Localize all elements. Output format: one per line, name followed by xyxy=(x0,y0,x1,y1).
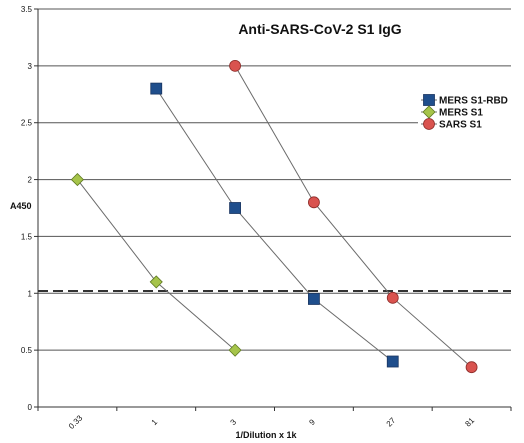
legend-marker xyxy=(423,118,435,130)
x-tick-label: 3 xyxy=(229,417,239,427)
legend-label: MERS S1-RBD xyxy=(439,96,508,107)
legend-marker xyxy=(423,94,435,106)
series-line xyxy=(77,179,236,351)
x-tick-label: 27 xyxy=(385,416,398,429)
x-tick-label: 9 xyxy=(307,417,317,427)
data-point xyxy=(465,361,478,374)
y-tick-label: 1 xyxy=(28,289,33,298)
data-point xyxy=(308,293,320,305)
chart-title: Anti-SARS-CoV-2 S1 IgG xyxy=(238,21,401,37)
legend-item-mers-s1: MERS S1 xyxy=(421,105,483,119)
axes xyxy=(37,9,512,411)
x-axis-label: 1/Dilution x 1k xyxy=(235,430,297,440)
data-point xyxy=(386,291,399,304)
y-tick-label: 1.5 xyxy=(21,232,33,241)
data-point xyxy=(229,59,241,72)
y-tick-labels: 0 0.5 1 1.5 2 2.5 3 3.5 xyxy=(21,5,33,412)
y-axis-label: A450 xyxy=(10,201,32,211)
y-tick-label: 2.5 xyxy=(21,119,33,128)
data-point xyxy=(150,82,163,95)
y-tick-label: 0 xyxy=(28,403,33,412)
legend-marker xyxy=(422,105,436,119)
data-point xyxy=(70,173,84,187)
series-sars-s1 xyxy=(229,59,478,374)
data-point xyxy=(149,275,163,289)
gridlines xyxy=(34,8,511,408)
legend-item-sars-s1: SARS S1 xyxy=(421,118,482,131)
y-tick-label: 0.5 xyxy=(21,346,33,355)
y-tick-label: 3.5 xyxy=(21,5,33,14)
y-tick-label: 2 xyxy=(28,176,33,185)
data-point xyxy=(308,196,320,209)
legend-label: MERS S1 xyxy=(439,108,483,119)
y-tick-label: 3 xyxy=(28,62,33,71)
series-line xyxy=(155,88,394,362)
series-mers-s1 xyxy=(70,173,242,357)
data-point xyxy=(228,343,242,357)
x-tick-label: 0.33 xyxy=(67,413,85,431)
legend-label: SARS S1 xyxy=(439,120,482,131)
data-point xyxy=(229,202,241,214)
x-tick-labels: 0.33 1 3 9 27 81 xyxy=(67,413,477,431)
x-tick-label: 81 xyxy=(463,416,476,429)
x-tick-label: 1 xyxy=(150,417,160,427)
series-mers-s1-rbd xyxy=(150,82,399,368)
series-group xyxy=(70,59,478,374)
legend-item-mers-s1-rbd: MERS S1-RBD xyxy=(421,94,508,107)
data-point xyxy=(386,355,399,368)
series-line xyxy=(234,65,472,368)
